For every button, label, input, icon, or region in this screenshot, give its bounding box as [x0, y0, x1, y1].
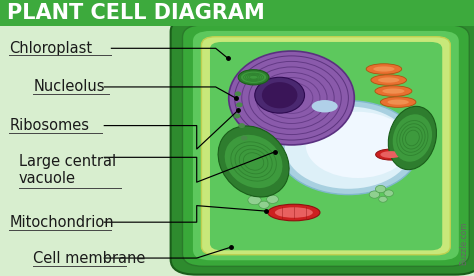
- FancyBboxPatch shape: [210, 42, 442, 250]
- Ellipse shape: [262, 82, 297, 108]
- Ellipse shape: [277, 101, 419, 195]
- Ellipse shape: [444, 143, 474, 166]
- Ellipse shape: [212, 19, 252, 39]
- Ellipse shape: [388, 106, 437, 170]
- Ellipse shape: [266, 195, 278, 203]
- Ellipse shape: [392, 114, 432, 162]
- Ellipse shape: [387, 99, 409, 105]
- Ellipse shape: [172, 143, 208, 166]
- Ellipse shape: [375, 149, 406, 160]
- FancyBboxPatch shape: [182, 25, 469, 266]
- Text: Ribosomes: Ribosomes: [9, 118, 90, 133]
- Text: PLANT CELL DIAGRAM: PLANT CELL DIAGRAM: [7, 3, 265, 23]
- Ellipse shape: [378, 77, 399, 83]
- Ellipse shape: [311, 100, 337, 113]
- Ellipse shape: [444, 66, 474, 89]
- Ellipse shape: [248, 195, 261, 205]
- FancyBboxPatch shape: [193, 31, 459, 260]
- Ellipse shape: [241, 71, 266, 83]
- Ellipse shape: [380, 151, 401, 158]
- Ellipse shape: [172, 66, 208, 89]
- Ellipse shape: [275, 207, 313, 218]
- Text: Cell membrane: Cell membrane: [33, 251, 146, 266]
- Ellipse shape: [321, 19, 361, 39]
- Ellipse shape: [234, 113, 240, 118]
- Ellipse shape: [380, 97, 416, 107]
- Ellipse shape: [238, 70, 269, 85]
- Ellipse shape: [379, 196, 387, 202]
- Ellipse shape: [366, 64, 401, 74]
- Ellipse shape: [235, 91, 241, 96]
- Ellipse shape: [241, 136, 247, 140]
- Text: Buzzle.com: Buzzle.com: [459, 221, 468, 265]
- Ellipse shape: [285, 107, 412, 189]
- Ellipse shape: [228, 51, 354, 145]
- Ellipse shape: [371, 75, 406, 85]
- Ellipse shape: [375, 86, 412, 96]
- Ellipse shape: [268, 204, 320, 221]
- Ellipse shape: [383, 88, 404, 94]
- Ellipse shape: [261, 190, 270, 197]
- Text: Mitochondrion: Mitochondrion: [9, 215, 114, 230]
- FancyBboxPatch shape: [201, 37, 450, 255]
- Ellipse shape: [255, 77, 304, 113]
- Ellipse shape: [369, 191, 380, 198]
- Text: Nucleolus: Nucleolus: [33, 79, 105, 94]
- Ellipse shape: [225, 135, 283, 188]
- Ellipse shape: [375, 185, 386, 193]
- FancyBboxPatch shape: [0, 0, 474, 26]
- Ellipse shape: [212, 251, 252, 270]
- Ellipse shape: [384, 190, 393, 197]
- Ellipse shape: [373, 66, 394, 72]
- Ellipse shape: [259, 201, 269, 208]
- FancyBboxPatch shape: [171, 17, 474, 275]
- Text: Large central
vacuole: Large central vacuole: [19, 153, 116, 186]
- Ellipse shape: [321, 251, 361, 270]
- Ellipse shape: [306, 112, 410, 178]
- Ellipse shape: [236, 102, 243, 107]
- Ellipse shape: [218, 126, 289, 197]
- Text: Chloroplast: Chloroplast: [9, 41, 92, 56]
- Ellipse shape: [238, 123, 245, 128]
